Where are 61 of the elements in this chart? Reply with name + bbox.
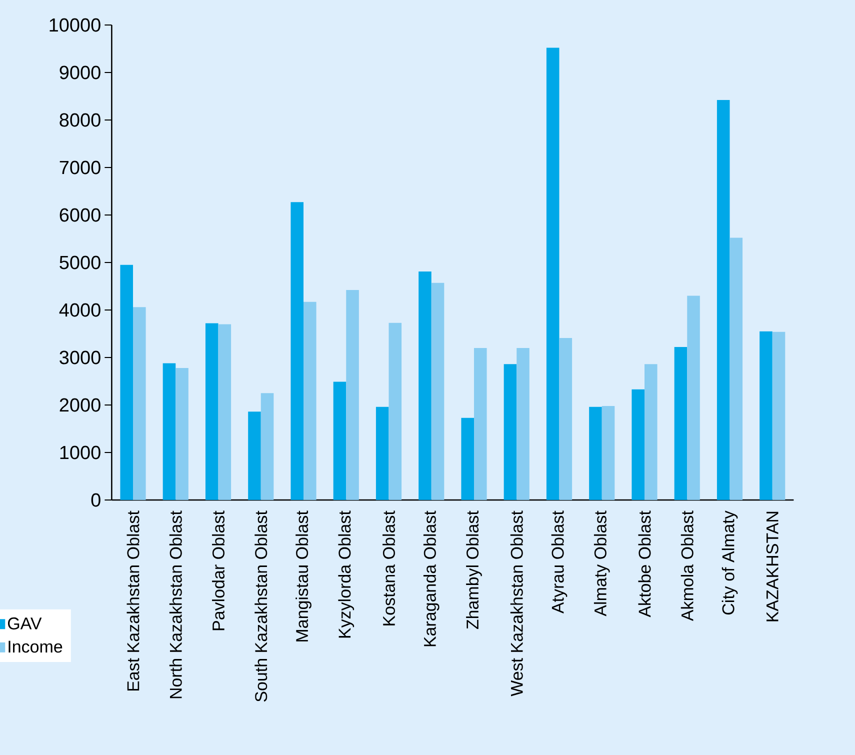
x-tick-label: City of Almaty xyxy=(722,510,738,615)
bar xyxy=(260,393,274,500)
y-tick-label: 4000 xyxy=(59,303,100,317)
bar xyxy=(559,338,572,500)
bar xyxy=(602,406,615,500)
bar xyxy=(376,406,389,500)
x-tick-label: Pavlodar Oblast xyxy=(212,510,224,630)
y-tick-label: 0 xyxy=(91,493,100,507)
y-tick-label: 6000 xyxy=(60,208,100,222)
bar xyxy=(674,347,688,500)
bar xyxy=(205,323,218,500)
bar xyxy=(589,406,602,500)
bar xyxy=(644,364,658,500)
x-tick-label: Karaganda Oblast xyxy=(423,510,440,646)
y-tick-label: 7000 xyxy=(60,160,100,174)
bar xyxy=(304,302,316,500)
x-tick-label: South Kazakhstan Oblast xyxy=(254,510,268,702)
bar xyxy=(388,322,402,500)
bar xyxy=(546,48,560,500)
x-tick-label: Zhambyl Oblast xyxy=(466,510,482,630)
bar xyxy=(248,412,261,500)
x-tick-label: North Kazakhstan Oblast xyxy=(169,510,182,698)
bar xyxy=(418,272,432,500)
bar xyxy=(632,389,644,500)
bar xyxy=(730,238,743,500)
bar xyxy=(133,307,146,500)
bar xyxy=(346,290,359,500)
y-tick-label: 9000 xyxy=(60,66,100,80)
y-tick-label: 2000 xyxy=(60,398,100,412)
bar xyxy=(760,331,772,500)
bar xyxy=(716,100,730,500)
y-tick-label: 5000 xyxy=(60,256,100,270)
x-tick-label: Mangistau Oblast xyxy=(296,510,312,642)
bar xyxy=(218,324,232,500)
x-tick-label: Akmola Oblast xyxy=(680,510,694,622)
bar xyxy=(516,348,530,500)
legend-label: GAV xyxy=(8,617,42,630)
x-tick-label: Aktobe Oblast xyxy=(638,510,651,618)
bar xyxy=(461,418,474,500)
x-tick-label: Almaty Oblast xyxy=(594,510,610,616)
x-tick-label: Kyzylorda Oblast xyxy=(338,510,354,638)
bar xyxy=(504,364,517,500)
x-tick-label: East Kazakhstan Oblast xyxy=(126,510,140,691)
bar xyxy=(162,363,176,500)
bar xyxy=(290,202,304,500)
x-tick-label: KAZAKHSTAN xyxy=(766,512,778,622)
y-tick-label: 3000 xyxy=(60,350,100,364)
bar xyxy=(431,282,444,500)
y-tick-label: 10000 xyxy=(50,18,100,32)
legend-label: Income xyxy=(8,640,62,653)
x-tick-label: Kostana Oblast xyxy=(382,510,395,626)
bar xyxy=(474,348,487,500)
x-tick-label: Atyrau Oblast xyxy=(551,510,568,614)
y-tick-label: 8000 xyxy=(60,113,100,127)
bar xyxy=(772,332,786,500)
bar xyxy=(120,264,134,500)
bar xyxy=(687,296,700,500)
x-tick-label: West Kazakhstan Oblast xyxy=(510,510,523,696)
y-tick-label: 1000 xyxy=(60,446,100,460)
bar xyxy=(333,382,346,500)
bar xyxy=(176,368,188,500)
